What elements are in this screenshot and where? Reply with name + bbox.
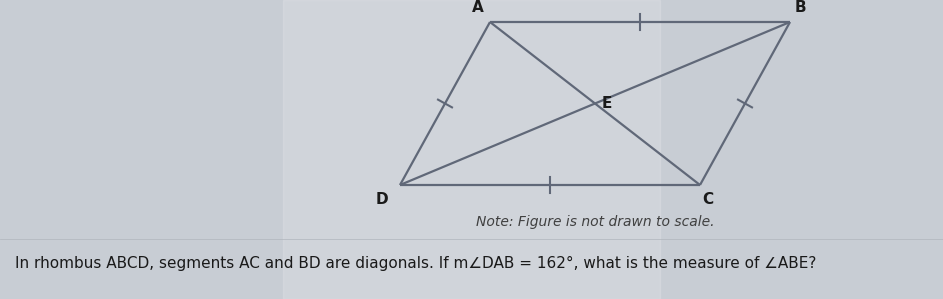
- Bar: [283, 0, 660, 299]
- Text: A: A: [472, 1, 484, 16]
- Text: D: D: [375, 191, 389, 207]
- Text: Note: Figure is not drawn to scale.: Note: Figure is not drawn to scale.: [476, 215, 714, 229]
- Text: E: E: [602, 97, 612, 112]
- Text: C: C: [703, 191, 714, 207]
- Text: B: B: [794, 1, 806, 16]
- Text: In rhombus ABCD, segments AC and BD are diagonals. If m∠DAB = 162°, what is the : In rhombus ABCD, segments AC and BD are …: [15, 256, 817, 271]
